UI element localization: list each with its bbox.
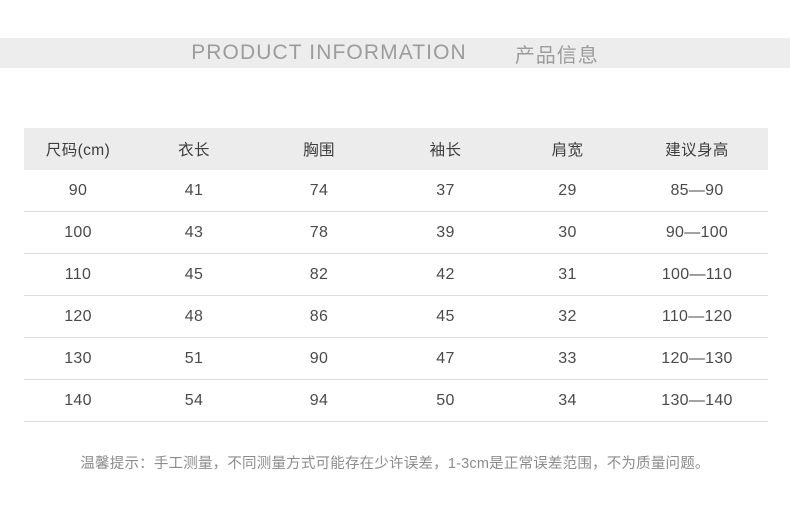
- table-row: 100 43 78 39 30 90—100: [24, 211, 768, 254]
- table-row: 140 54 94 50 34 130—140: [24, 379, 768, 422]
- column-header-shoulder: 肩宽: [551, 142, 584, 159]
- column-header-length: 衣长: [178, 142, 210, 159]
- cell-size: 110: [24, 253, 132, 296]
- cell-length: 48: [132, 295, 256, 338]
- cell-sleeve: 37: [382, 170, 509, 212]
- cell-height: 110—120: [626, 295, 768, 338]
- column-header-height: 建议身高: [665, 142, 729, 159]
- cell-shoulder: 32: [509, 295, 626, 338]
- title-chinese: 产品信息: [514, 44, 599, 67]
- table-header-row: 尺码(cm) 衣长 胸围 袖长 肩宽 建议身高: [24, 128, 768, 170]
- cell-length: 41: [132, 170, 256, 212]
- cell-shoulder: 34: [509, 379, 626, 422]
- cell-bust: 74: [256, 170, 382, 212]
- cell-bust: 82: [256, 253, 382, 296]
- cell-shoulder: 30: [509, 211, 626, 254]
- column-header-size: 尺码(cm): [45, 142, 111, 159]
- cell-size: 140: [24, 379, 132, 422]
- cell-size: 120: [24, 295, 132, 338]
- title-english: PRODUCT INFORMATION: [191, 41, 467, 64]
- cell-bust: 78: [256, 211, 382, 254]
- cell-height: 120—130: [626, 337, 768, 380]
- cell-size: 100: [24, 211, 132, 254]
- cell-shoulder: 29: [509, 170, 626, 212]
- table-header: 尺码(cm) 衣长 胸围 袖长 肩宽 建议身高: [24, 128, 768, 170]
- cell-length: 51: [132, 337, 256, 380]
- cell-bust: 86: [256, 295, 382, 338]
- cell-bust: 90: [256, 337, 382, 380]
- table-row: 130 51 90 47 33 120—130: [24, 337, 768, 380]
- cell-bust: 94: [256, 379, 382, 422]
- table-body: 90 41 74 37 29 85—90 100 43 78 39 30 90—…: [24, 170, 768, 422]
- size-chart-table: 尺码(cm) 衣长 胸围 袖长 肩宽 建议身高 90 41 74 37 29 8…: [24, 128, 768, 422]
- table-row: 90 41 74 37 29 85—90: [24, 170, 768, 212]
- cell-shoulder: 31: [509, 253, 626, 296]
- cell-height: 90—100: [626, 211, 768, 254]
- cell-sleeve: 39: [382, 211, 509, 254]
- cell-shoulder: 33: [509, 337, 626, 380]
- product-information-header: PRODUCT INFORMATION 产品信息: [0, 34, 790, 72]
- cell-height: 100—110: [626, 253, 768, 296]
- cell-length: 45: [132, 253, 256, 296]
- cell-sleeve: 42: [382, 253, 509, 296]
- cell-sleeve: 45: [382, 295, 509, 338]
- cell-length: 54: [132, 379, 256, 422]
- column-header-sleeve: 袖长: [429, 142, 462, 159]
- table-row: 120 48 86 45 32 110—120: [24, 295, 768, 338]
- cell-height: 85—90: [626, 170, 768, 212]
- title-banner-strip: [0, 38, 790, 68]
- column-header-bust: 胸围: [303, 142, 335, 159]
- measurement-disclaimer-note: 温馨提示：手工测量，不同测量方式可能存在少许误差，1-3cm是正常误差范围，不为…: [80, 456, 710, 472]
- cell-size: 90: [24, 170, 132, 212]
- table-row: 110 45 82 42 31 100—110: [24, 253, 768, 296]
- cell-sleeve: 47: [382, 337, 509, 380]
- cell-height: 130—140: [626, 379, 768, 422]
- cell-size: 130: [24, 337, 132, 380]
- cell-sleeve: 50: [382, 379, 509, 422]
- cell-length: 43: [132, 211, 256, 254]
